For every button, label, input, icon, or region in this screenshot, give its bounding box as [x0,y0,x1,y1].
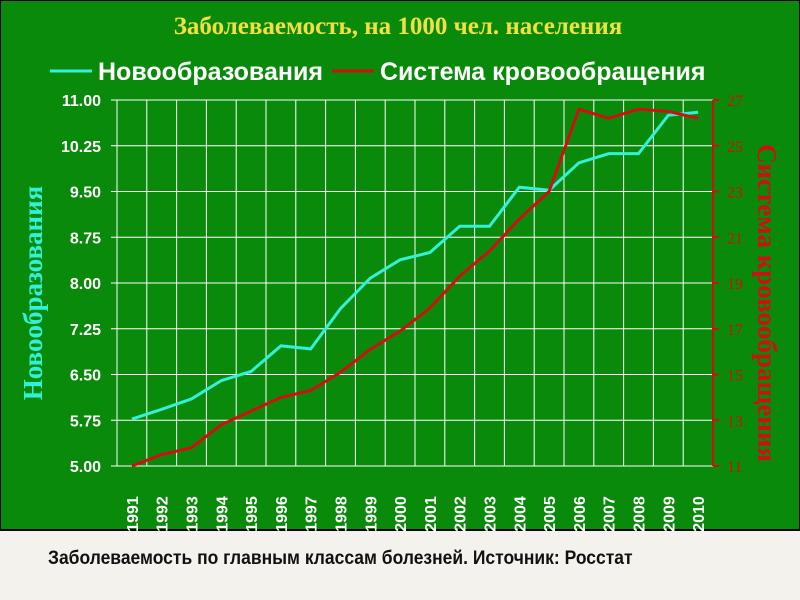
legend-label: Система кровообращения [380,58,705,86]
series-line [131,110,699,421]
x-tick-label: 2002 [453,496,470,532]
chart: Заболеваемость, на 1000 чел. населения Н… [0,0,800,532]
caption: Заболеваемость по главным классам болезн… [48,548,633,569]
y2-tick-label: 27 [727,93,743,110]
background [0,0,800,531]
x-tick-label: 1995 [244,496,261,532]
legend: Новообразования Система кровообращения [50,58,705,86]
y-tick-label: 5.75 [70,413,101,430]
y-tick-label: 6.50 [70,368,101,385]
series-line [131,107,699,468]
x-tick-label: 2006 [572,496,589,532]
y2-tick-label: 15 [727,368,743,385]
x-tick-label: 2010 [691,496,708,532]
y2-tick-label: 13 [727,413,743,430]
x-tick-label: 2008 [632,496,649,532]
y-axis-title: Новообразования [18,186,48,401]
x-tick-label: 1997 [304,496,321,532]
x-tick-label: 1996 [274,496,291,532]
y2-tick-label: 19 [727,276,743,293]
x-tick-label: 2000 [393,496,410,532]
x-tick-label: 2007 [602,496,619,532]
y-tick-label: 8.00 [70,276,101,293]
y-tick-label: 10.25 [61,139,101,156]
y-tick-label: 9.50 [70,185,101,202]
x-tick-label: 1991 [125,496,142,532]
x-tick-label: 2004 [512,496,529,532]
y2-axis-title: Система кровообращения [752,144,782,462]
y2-tick-label: 25 [727,139,743,156]
x-tick-label: 1992 [155,496,172,532]
x-tick-label: 2009 [661,496,678,532]
legend-label: Новообразования [98,58,323,86]
x-tick-label: 2003 [483,496,500,532]
x-tick-label: 2001 [423,496,440,532]
chart-title: Заболеваемость, на 1000 чел. населения [174,13,623,40]
y-tick-label: 5.00 [70,459,101,476]
x-tick-label: 2005 [542,496,559,532]
y2-tick-label: 11 [727,459,742,476]
x-tick-label: 1998 [334,496,351,532]
x-tick-label: 1994 [214,496,231,532]
y2-tick-label: 23 [727,185,743,202]
y2-tick-label: 17 [727,322,743,339]
x-tick-label: 1993 [185,496,202,532]
x-tick-label: 1999 [363,496,380,532]
y-tick-label: 11.00 [62,93,101,110]
y-tick-label: 8.75 [70,230,101,247]
y2-tick-label: 21 [727,230,743,247]
y-tick-label: 7.25 [70,322,101,339]
